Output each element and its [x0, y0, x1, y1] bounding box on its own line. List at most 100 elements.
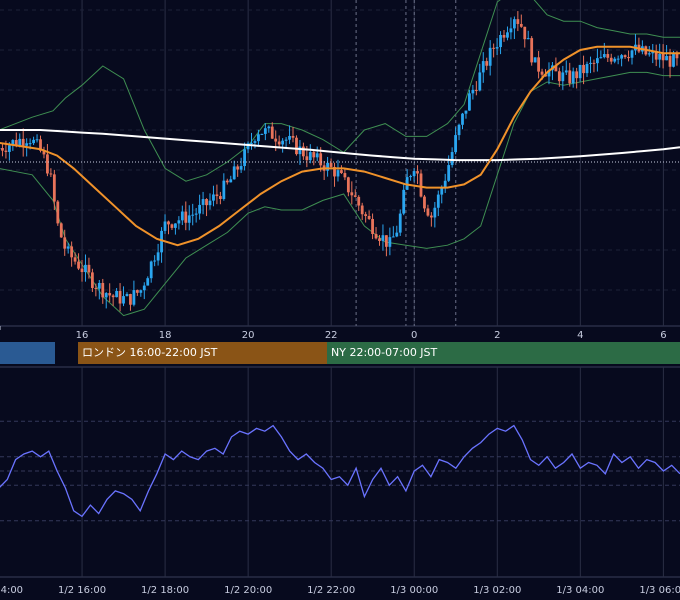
candle-body — [578, 64, 582, 79]
candle-body — [229, 179, 233, 183]
candle-body — [18, 138, 22, 146]
oscillator-line — [0, 424, 680, 518]
candle-body — [14, 140, 18, 146]
candle-body — [436, 194, 440, 208]
candle-body — [35, 139, 39, 141]
candle-body — [288, 135, 291, 140]
price-x-tick-label: 6 — [660, 330, 666, 341]
candle-body — [485, 61, 489, 66]
candle-body — [589, 62, 592, 64]
candle-body — [263, 128, 267, 134]
candle-body — [443, 180, 447, 189]
candle-body — [537, 57, 541, 72]
candle-body — [554, 65, 558, 72]
candle-body — [461, 113, 464, 125]
candle-body — [149, 261, 153, 279]
candle-body — [506, 32, 509, 38]
candle-body — [153, 260, 157, 262]
session-band-london: ロンドン 16:00-22:00 JST — [78, 342, 327, 364]
candle-body — [222, 180, 226, 199]
price-x-tick-label: 2 — [494, 330, 500, 341]
candle-body — [298, 146, 302, 155]
candle-body — [429, 215, 433, 218]
candle-body — [509, 28, 513, 33]
session-band-ny: NY 22:00-07:00 JST — [327, 342, 680, 364]
candle-body — [208, 200, 212, 206]
osc-x-tick-label: 1/3 04:00 — [556, 585, 604, 596]
candle-body — [651, 51, 655, 54]
candle-body — [343, 173, 347, 178]
candle-body — [568, 70, 572, 84]
candle-body — [419, 173, 423, 197]
candle-body — [94, 287, 98, 289]
candle-body — [371, 218, 374, 234]
candle-body — [187, 215, 191, 223]
short-moving-average-line — [0, 45, 680, 247]
candle-body — [582, 64, 585, 74]
candle-body — [267, 126, 271, 129]
x-axis-ticks: 16 18 20 22 0 2 4 6 1/2 14:00 1/2 16:00 1/2 18:00 1… — [0, 326, 680, 596]
candle-body — [257, 134, 260, 142]
candle-body — [246, 143, 250, 150]
oscillator-panel — [0, 424, 680, 518]
candle-body — [464, 110, 468, 114]
candle-body — [602, 54, 606, 58]
candle-body — [198, 204, 202, 214]
candle-body — [665, 55, 668, 61]
candle-body — [163, 221, 167, 231]
candle-body — [194, 213, 198, 215]
candle-body — [115, 290, 119, 298]
candle-body — [450, 152, 454, 166]
candle-body — [108, 293, 112, 296]
candle-body — [277, 141, 281, 145]
candle-body — [336, 170, 340, 177]
candle-body — [125, 294, 129, 297]
price-x-tick-label: 16 — [76, 330, 89, 341]
candle-body — [547, 70, 551, 77]
candle-body — [647, 53, 651, 55]
candle-body — [236, 166, 240, 170]
candle-body — [592, 62, 596, 64]
candle-body — [170, 224, 174, 228]
candle-body — [350, 192, 354, 196]
candle-body — [232, 166, 236, 180]
candle-body — [1, 148, 4, 151]
price-x-tick-label: 18 — [159, 330, 172, 341]
candle-body — [315, 153, 319, 158]
osc-x-tick-label: 1/2 14:00 — [0, 585, 23, 596]
candle-body — [620, 55, 624, 59]
candle-body — [59, 223, 63, 238]
candle-body — [447, 165, 451, 181]
candle-body — [360, 205, 364, 215]
candle-body — [381, 235, 385, 241]
session-markers — [355, 0, 457, 326]
candle-body — [346, 177, 350, 193]
candle-body — [329, 162, 333, 167]
candle-body — [111, 295, 115, 298]
candle-body — [28, 143, 32, 145]
candle-body — [571, 71, 575, 84]
candle-body — [7, 145, 11, 152]
candle-body — [412, 171, 416, 177]
candle-body — [630, 50, 634, 58]
candle-body — [84, 264, 87, 273]
candle-body — [668, 55, 672, 67]
candlesticks — [0, 11, 679, 312]
price-x-tick-label: 4 — [577, 330, 583, 341]
bollinger-lower-line — [0, 71, 680, 317]
candle-body — [609, 57, 613, 62]
bollinger-upper-line — [0, 0, 680, 182]
candle-body — [56, 201, 60, 224]
candle-body — [613, 58, 617, 62]
candle-body — [104, 293, 108, 298]
candle-body — [675, 53, 679, 59]
candle-body — [146, 278, 150, 286]
candle-body — [357, 196, 361, 206]
candle-body — [333, 166, 336, 177]
candle-body — [122, 296, 125, 304]
candle-body — [305, 156, 309, 161]
candle-body — [326, 162, 330, 171]
price-x-tick-label: 22 — [325, 330, 338, 341]
candle-body — [132, 290, 136, 305]
